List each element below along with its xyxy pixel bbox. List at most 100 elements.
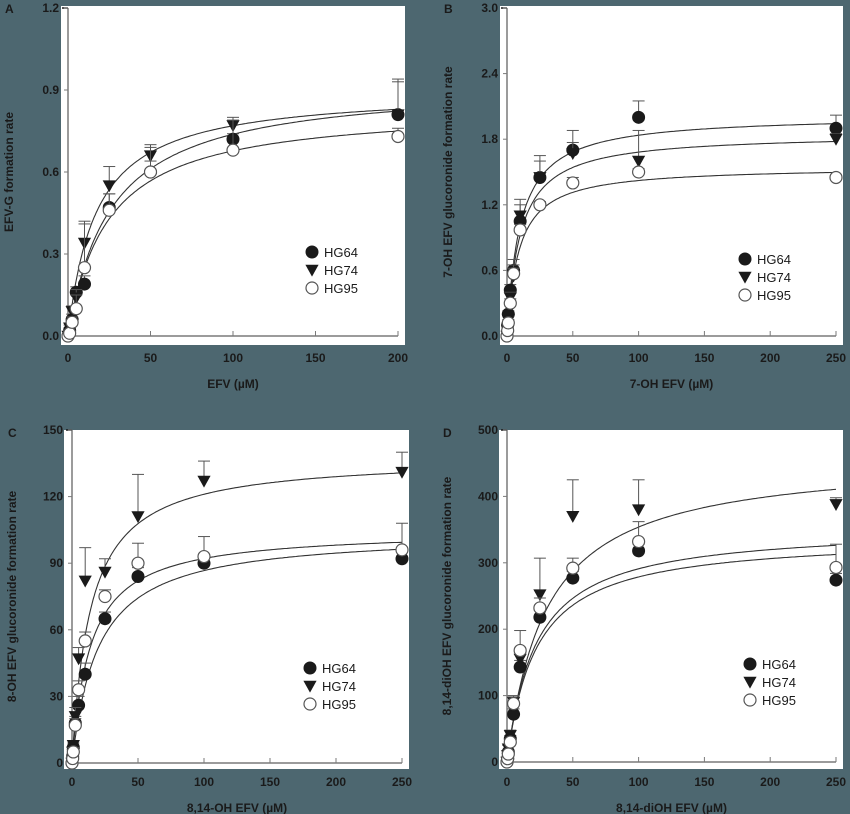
fit-curve-hg64 xyxy=(506,553,837,763)
y-tick-label: 200 xyxy=(478,622,498,636)
x-tick-label: 0 xyxy=(504,775,511,789)
marker-down-triangle xyxy=(72,653,86,666)
x-tick-label: 150 xyxy=(305,351,325,365)
y-tick-label: 1.8 xyxy=(481,132,498,146)
x-tick-label: 150 xyxy=(260,775,280,789)
marker-open-circle xyxy=(503,735,517,749)
marker-down-triangle xyxy=(829,499,843,511)
marker-down-triangle xyxy=(197,475,211,488)
y-tick-label: 0.0 xyxy=(42,329,59,343)
marker-filled-circle xyxy=(632,110,646,124)
marker-open-circle xyxy=(506,696,521,711)
marker-filled-circle xyxy=(303,661,317,675)
x-tick-label: 250 xyxy=(826,351,846,365)
legend-label-hg95: HG95 xyxy=(757,288,791,303)
y-tick-label: 60 xyxy=(50,623,64,637)
marker-open-circle xyxy=(68,718,82,732)
y-tick-label: 150 xyxy=(43,423,63,437)
legend-label-hg74: HG74 xyxy=(324,263,358,278)
fit-curve-hg64 xyxy=(71,548,403,764)
panel-letter: D xyxy=(443,426,452,440)
marker-open-circle xyxy=(829,560,843,575)
marker-open-circle xyxy=(533,601,547,615)
marker-open-circle xyxy=(65,315,79,329)
marker-open-circle xyxy=(506,267,521,281)
marker-open-circle xyxy=(395,543,409,557)
marker-down-triangle xyxy=(533,589,547,602)
marker-open-circle xyxy=(63,326,77,340)
marker-open-circle xyxy=(391,129,405,144)
y-tick-label: 100 xyxy=(478,689,498,703)
panel-letter: C xyxy=(8,426,17,440)
legend-label-hg64: HG64 xyxy=(762,657,796,672)
y-tick-label: 0.9 xyxy=(42,83,59,97)
marker-open-circle xyxy=(829,170,843,185)
fit-curve-hg74 xyxy=(506,140,837,337)
marker-open-circle xyxy=(77,261,92,275)
marker-down-triangle xyxy=(78,575,92,588)
fit-curve-hg74 xyxy=(71,472,403,764)
x-tick-label: 250 xyxy=(392,775,412,789)
legend-label-hg74: HG74 xyxy=(762,675,796,690)
fit-curve-hg64 xyxy=(506,123,837,337)
marker-open-circle xyxy=(501,747,515,761)
marker-open-circle xyxy=(303,697,317,711)
chart-d: 0 100 200 300 400 500 0 50 100 150 200 250 8,14-diOH… xyxy=(440,423,846,814)
x-tick-label: 150 xyxy=(694,775,714,789)
marker-filled-circle xyxy=(829,573,843,587)
marker-down-triangle xyxy=(102,180,116,193)
x-tick-label: 200 xyxy=(388,351,408,365)
y-tick-label: 0.6 xyxy=(481,263,498,277)
marker-filled-circle xyxy=(738,252,752,266)
marker-open-circle xyxy=(566,561,580,575)
legend: HG64 HG74 HG95 xyxy=(305,245,358,296)
x-tick-label: 150 xyxy=(694,351,714,365)
fit-curve-hg64 xyxy=(67,110,399,337)
marker-open-circle xyxy=(71,683,86,697)
legend-label-hg64: HG64 xyxy=(757,252,791,267)
y-tick-label: 0 xyxy=(56,756,63,770)
marker-open-circle xyxy=(503,296,517,310)
marker-open-circle xyxy=(226,143,240,157)
x-axis-title: 8,14-diOH EFV (µM) xyxy=(616,801,727,814)
y-tick-label: 400 xyxy=(478,489,498,503)
y-tick-label: 2.4 xyxy=(481,67,498,81)
marker-down-triangle xyxy=(829,133,843,146)
y-tick-label: 0 xyxy=(491,755,498,769)
x-tick-label: 50 xyxy=(131,775,145,789)
marker-down-triangle xyxy=(632,504,646,517)
marker-open-circle xyxy=(197,549,211,564)
marker-open-circle xyxy=(513,223,527,237)
plot-area xyxy=(499,430,843,769)
x-tick-label: 250 xyxy=(826,775,846,789)
legend-label-hg74: HG74 xyxy=(757,270,791,285)
y-tick-label: 1.2 xyxy=(42,1,59,15)
y-tick-label: 0.6 xyxy=(42,165,59,179)
y-tick-label: 120 xyxy=(43,490,63,504)
chart-b: 0.0 0.6 1.2 1.8 2.4 3.0 0 50 100 150 200 250 7-OH EF… xyxy=(441,1,846,391)
legend-label-hg95: HG95 xyxy=(324,281,358,296)
plot-area xyxy=(64,430,409,769)
y-tick-label: 500 xyxy=(478,423,498,437)
x-tick-label: 0 xyxy=(69,775,76,789)
y-tick-label: 30 xyxy=(50,689,64,703)
series-hg95 xyxy=(61,119,405,343)
legend-label-hg95: HG95 xyxy=(322,697,356,712)
x-tick-label: 200 xyxy=(760,351,780,365)
marker-open-circle xyxy=(102,203,116,217)
marker-open-circle xyxy=(501,316,515,330)
x-tick-label: 50 xyxy=(566,775,580,789)
marker-down-triangle xyxy=(533,172,547,185)
panel-letter: A xyxy=(5,2,14,16)
legend-label-hg64: HG64 xyxy=(322,661,356,676)
marker-open-circle xyxy=(143,165,158,179)
marker-down-triangle xyxy=(305,264,319,277)
marker-open-circle xyxy=(305,281,319,295)
marker-filled-circle xyxy=(72,698,86,712)
marker-open-circle xyxy=(98,589,112,604)
x-axis-title: 8,14-OH EFV (µM) xyxy=(187,801,287,814)
x-tick-label: 100 xyxy=(223,351,243,365)
marker-down-triangle xyxy=(566,511,580,523)
x-tick-label: 50 xyxy=(566,351,580,365)
marker-down-triangle xyxy=(738,271,752,284)
